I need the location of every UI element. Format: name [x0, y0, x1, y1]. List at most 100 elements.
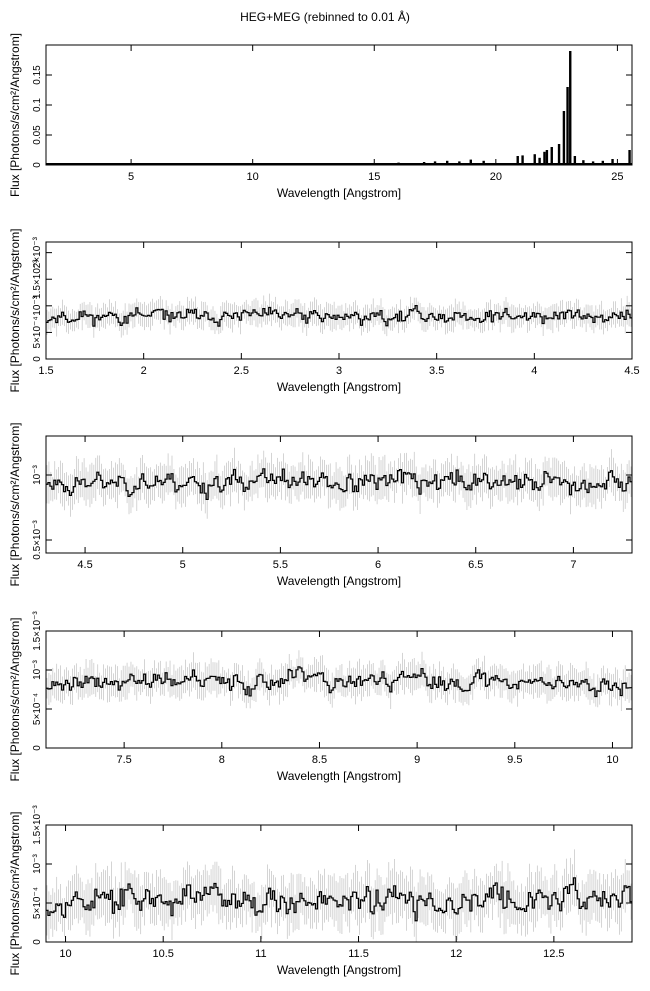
emission-line-1 [397, 162, 400, 164]
y-tick-label: 2×10⁻³ [32, 236, 43, 268]
plot-area [46, 849, 632, 942]
x-tick-label: 10 [606, 754, 618, 766]
y-tick-label: 0 [32, 162, 43, 168]
x-tick-label: 10 [247, 171, 259, 183]
y-tick-label: 10⁻³ [32, 853, 43, 873]
x-tick-label: 20 [490, 171, 502, 183]
y-tick-label: 0 [32, 356, 43, 362]
emission-line-2 [422, 162, 426, 164]
emission-line-14 [550, 147, 553, 164]
x-tick-label: 4 [531, 365, 537, 377]
plot-area [46, 51, 632, 165]
x-tick-label: 2 [141, 365, 147, 377]
x-tick-label: 10.5 [152, 948, 173, 960]
error-bars [46, 447, 632, 519]
y-axis-label: Flux [Photons/s/cm²/Angstrom] [8, 811, 22, 975]
panel-5: 10 10.5 11 11.5 12 12.5 0 5×10⁻⁴ 10⁻³ 1.5×10⁻³ Wav… [8, 805, 633, 977]
y-tick-label: 5×10⁻⁴ [32, 693, 43, 725]
emission-line-17 [566, 87, 569, 164]
emission-line-3 [433, 161, 437, 164]
plot-area [46, 650, 632, 712]
error-bars [46, 849, 632, 942]
y-axis-label: Flux [Photons/s/cm²/Angstrom] [8, 617, 22, 781]
emission-line-22 [601, 160, 605, 164]
x-tick-label: 3 [336, 365, 342, 377]
plot-area [46, 293, 632, 338]
x-tick-label: 1.5 [38, 365, 53, 377]
panel-1: 5 10 15 20 25 0 0.05 0.1 0.15 Wavelength [Angstro… [8, 33, 633, 200]
y-tick-label: 10⁻³ [32, 659, 43, 679]
y-tick-label: 0.15 [32, 65, 43, 85]
x-tick-label: 7.5 [116, 754, 131, 766]
y-tick-label: 0.05 [32, 125, 43, 145]
x-axis-label: Wavelength [Angstrom] [277, 574, 401, 588]
plot-frame [45, 435, 633, 554]
y-tick-label: 0.5×10⁻³ [32, 520, 43, 560]
x-tick-label: 5.5 [273, 559, 288, 571]
y-tick-label: 10⁻³ [32, 464, 43, 484]
x-tick-label: 11.5 [348, 948, 369, 960]
x-tick-label: 6.5 [468, 559, 483, 571]
x-tick-label: 8 [219, 754, 225, 766]
spectrum-series [46, 877, 632, 922]
y-tick-label: 0.1 [32, 98, 43, 112]
x-tick-label: 12.5 [543, 948, 564, 960]
y-tick-label: 1.5×10⁻³ [32, 259, 43, 299]
x-tick-label: 5 [128, 171, 134, 183]
plot-frame [45, 241, 633, 360]
emission-line-5 [458, 161, 461, 164]
x-tick-label: 15 [368, 171, 380, 183]
y-tick-label: 0 [32, 745, 43, 751]
x-axis-label: Wavelength [Angstrom] [277, 380, 401, 394]
x-tick-label: 3.5 [429, 365, 444, 377]
x-tick-label: 6 [375, 559, 381, 571]
spectrum-series [46, 666, 632, 698]
x-tick-label: 7 [570, 559, 576, 571]
emission-line-8 [516, 156, 519, 164]
x-axis-label: Wavelength [Angstrom] [277, 769, 401, 783]
panel-4: 7.5 8 8.5 9 9.5 10 0 5×10⁻⁴ 10⁻³ 1.5×10⁻³ Waveleng… [8, 611, 633, 783]
x-axis-label: Wavelength [Angstrom] [277, 963, 401, 977]
x-tick-label: 8.5 [312, 754, 327, 766]
plot-area [46, 447, 632, 519]
x-tick-label: 10 [59, 948, 71, 960]
x-tick-label: 9 [414, 754, 420, 766]
y-axis-label: Flux [Photons/s/cm²/Angstrom] [8, 33, 22, 197]
y-axis-label: Flux [Photons/s/cm²/Angstrom] [8, 228, 22, 392]
plot-frame [45, 44, 633, 166]
y-tick-label: 5×10⁻⁴ [32, 316, 43, 348]
x-tick-label: 11 [255, 948, 266, 960]
emission-line-16 [562, 111, 566, 164]
x-tick-label: 2.5 [234, 365, 249, 377]
x-tick-label: 5 [180, 559, 186, 571]
x-tick-label: 25 [611, 171, 623, 183]
emission-line-11 [538, 157, 541, 164]
y-tick-label: 1.5×10⁻³ [32, 611, 43, 651]
figure-title: HEG+MEG (rebinned to 0.01 Å) [240, 10, 410, 24]
emission-line-19 [573, 156, 577, 164]
emission-line-18 [569, 51, 572, 164]
emission-line-7 [482, 160, 485, 164]
y-tick-label: 0 [32, 939, 43, 945]
emission-line-13 [545, 150, 549, 164]
x-tick-label: 4.5 [77, 559, 92, 571]
emission-line-23 [611, 159, 614, 164]
y-tick-label: 5×10⁻⁴ [32, 887, 43, 919]
emission-line-24 [628, 150, 631, 164]
emission-line-10 [533, 154, 536, 164]
plot-frame [45, 824, 633, 943]
x-tick-label: 12 [450, 948, 462, 960]
x-tick-label: 9.5 [507, 754, 522, 766]
panel-3: 4.5 5 5.5 6 6.5 7 0.5×10⁻³ 10⁻³ Wavelength [Angs… [8, 422, 633, 588]
emission-line-15 [557, 144, 561, 164]
emission-line-4 [446, 160, 449, 164]
plot-frame [45, 630, 633, 749]
y-tick-label: 1.5×10⁻³ [32, 805, 43, 845]
y-tick-label: 10⁻³ [32, 295, 43, 315]
x-axis-label: Wavelength [Angstrom] [277, 186, 401, 200]
emission-line-12 [543, 151, 546, 164]
emission-line-20 [582, 160, 585, 164]
x-tick-label: 4.5 [624, 365, 639, 377]
panel-2: 1.5 2 2.5 3 3.5 4 4.5 0 5×10⁻⁴10⁻³1.5×10⁻³2×10⁻³… [8, 228, 640, 394]
spectrum-series [46, 305, 632, 327]
